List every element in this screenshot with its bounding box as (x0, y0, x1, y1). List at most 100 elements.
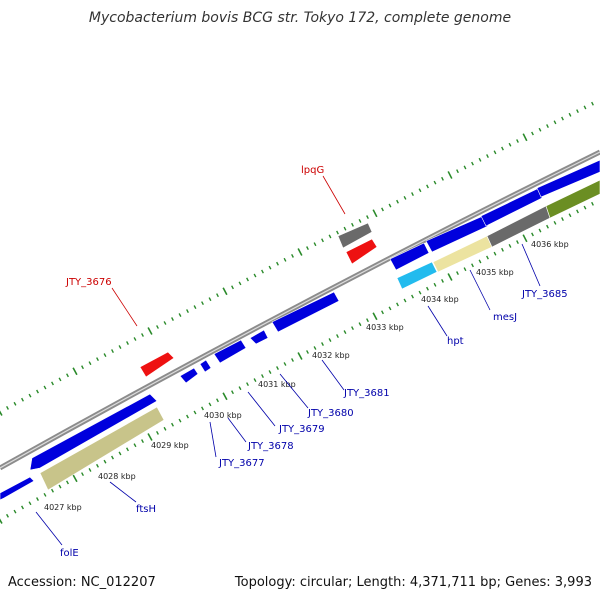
label-JTY_3677: JTY_3677 (218, 458, 265, 469)
scale-tick (163, 426, 167, 431)
label-hpt: hpt (447, 336, 464, 347)
gene-ftsH-khaki[interactable] (39, 406, 165, 491)
scale-tick (538, 127, 542, 132)
scale-tick (433, 180, 437, 185)
scale-tick (283, 362, 287, 366)
scale-tick (81, 365, 84, 370)
scale-tick (396, 302, 399, 307)
label-mesJ: mesJ (493, 312, 517, 323)
scale-tick (297, 352, 303, 360)
scale-tick (231, 285, 234, 290)
scale-tick (133, 337, 137, 341)
scale-tick (88, 468, 92, 472)
scale-tick (186, 414, 189, 419)
scale-tick (351, 222, 354, 227)
scale-tick (276, 366, 279, 370)
scale-tick (171, 317, 174, 321)
scale-tick (501, 146, 504, 151)
scale-tick (141, 333, 144, 337)
gene-hpt[interactable] (396, 261, 438, 290)
scale-tick (388, 306, 392, 311)
label-leaders (35, 175, 541, 546)
scale-tick (531, 232, 534, 237)
scale-tick (43, 492, 47, 497)
tick-label: 4033 kbp (366, 323, 404, 332)
feature-track (0, 159, 600, 501)
scale-tick (372, 312, 378, 321)
scale-tick (268, 370, 272, 374)
scale-tick (343, 226, 347, 231)
scale-tick (351, 326, 354, 331)
scale-tick (238, 281, 242, 286)
scale-tick (381, 310, 384, 315)
gene-ftsH[interactable] (29, 393, 158, 471)
scale-tick (388, 203, 392, 208)
scale-tick (118, 345, 122, 349)
scale-tick (178, 418, 182, 423)
scale-tick (261, 269, 264, 274)
accession-text: Accession: NC_012207 (8, 575, 156, 590)
gene-hpt-outer[interactable] (425, 215, 489, 253)
scale-tick (222, 392, 228, 401)
scale-tick (516, 139, 519, 143)
scale-tick (147, 327, 153, 335)
scale-tick (291, 253, 294, 258)
scale-tick (321, 342, 324, 346)
label-JTY_3681: JTY_3681 (343, 388, 390, 399)
gene-JTY_3681[interactable] (389, 242, 430, 271)
label-JTY_3680: JTY_3680 (307, 408, 354, 419)
scale-tick (583, 205, 587, 210)
scale-tick (133, 443, 137, 448)
tick-label: 4036 kbp (531, 240, 569, 249)
tick-label: 4035 kbp (476, 268, 514, 277)
scale-tick (28, 501, 32, 506)
scale-tick (493, 251, 497, 256)
gene-JTY_3679[interactable] (249, 329, 269, 345)
scale-tick (486, 255, 489, 260)
gene-folE[interactable] (0, 476, 35, 501)
scale-tick (591, 201, 594, 206)
scale-tick (471, 263, 474, 268)
scale-tick (72, 367, 78, 376)
scale-tick (463, 165, 467, 170)
scale-tick (561, 116, 564, 121)
gene-JTY_3685-olive[interactable] (545, 179, 600, 219)
gene-lpqG-grey[interactable] (337, 222, 373, 249)
scale-tick (126, 447, 129, 452)
gene-JTY_3680[interactable] (271, 291, 340, 333)
gene-JTY_3676[interactable] (139, 351, 175, 378)
scale-tick (222, 287, 228, 296)
scale-tick (171, 422, 174, 427)
tick-label: 4030 kbp (204, 411, 242, 420)
scale-tick (418, 188, 422, 193)
scale-tick (51, 488, 54, 493)
scale-tick (193, 410, 197, 415)
gene-JTY_3677[interactable] (179, 367, 199, 384)
scale-tick (411, 192, 414, 196)
scale-tick (261, 374, 264, 378)
genome-title: Mycobacterium bovis BCG str. Tokyo 172, … (89, 10, 511, 26)
gene-JTY_3677b[interactable] (199, 359, 212, 373)
scale-tick (366, 318, 369, 323)
scale-tick (43, 385, 47, 390)
gene-JTY_3678[interactable] (213, 339, 247, 364)
scale-tick (201, 301, 204, 306)
scale-tick (291, 358, 294, 362)
gene-mesJ-outer[interactable] (480, 187, 543, 227)
gene-JTY_3685-outer[interactable] (536, 159, 600, 198)
scale-tick (508, 244, 512, 248)
scale-tick (306, 246, 309, 251)
scale-tick (246, 277, 249, 282)
scale-tick (501, 247, 504, 252)
gene-lpqG[interactable] (345, 238, 378, 265)
scale-tick (456, 271, 459, 276)
scale-tick (21, 397, 24, 402)
scale-tick (493, 150, 497, 155)
scale-tick (36, 389, 39, 394)
scale-tick (96, 463, 99, 468)
scale-tick (268, 265, 272, 270)
label-JTY_3679: JTY_3679 (278, 424, 325, 435)
label-folE: folE (60, 548, 79, 559)
scale-tick (447, 171, 453, 179)
